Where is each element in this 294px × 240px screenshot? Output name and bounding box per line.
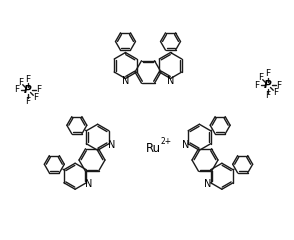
Text: N: N [204,179,212,189]
Text: Ru: Ru [146,142,161,155]
Text: N: N [122,77,129,86]
Text: F: F [258,73,263,82]
Text: F: F [14,85,20,95]
Text: N: N [85,179,93,189]
Text: N: N [167,77,174,86]
Text: F: F [276,80,282,90]
Text: P: P [264,80,272,90]
Text: F: F [33,93,38,102]
Text: F: F [254,80,260,90]
Text: F: F [26,74,31,84]
Text: F: F [273,88,278,97]
Text: N: N [182,140,189,150]
Text: F: F [265,91,270,101]
Text: N: N [108,140,115,150]
Text: F: F [18,78,23,87]
Text: 2+: 2+ [161,138,172,146]
Text: F: F [26,96,31,106]
Text: F: F [36,85,41,95]
Text: P: P [24,85,32,95]
Text: F: F [265,70,270,78]
